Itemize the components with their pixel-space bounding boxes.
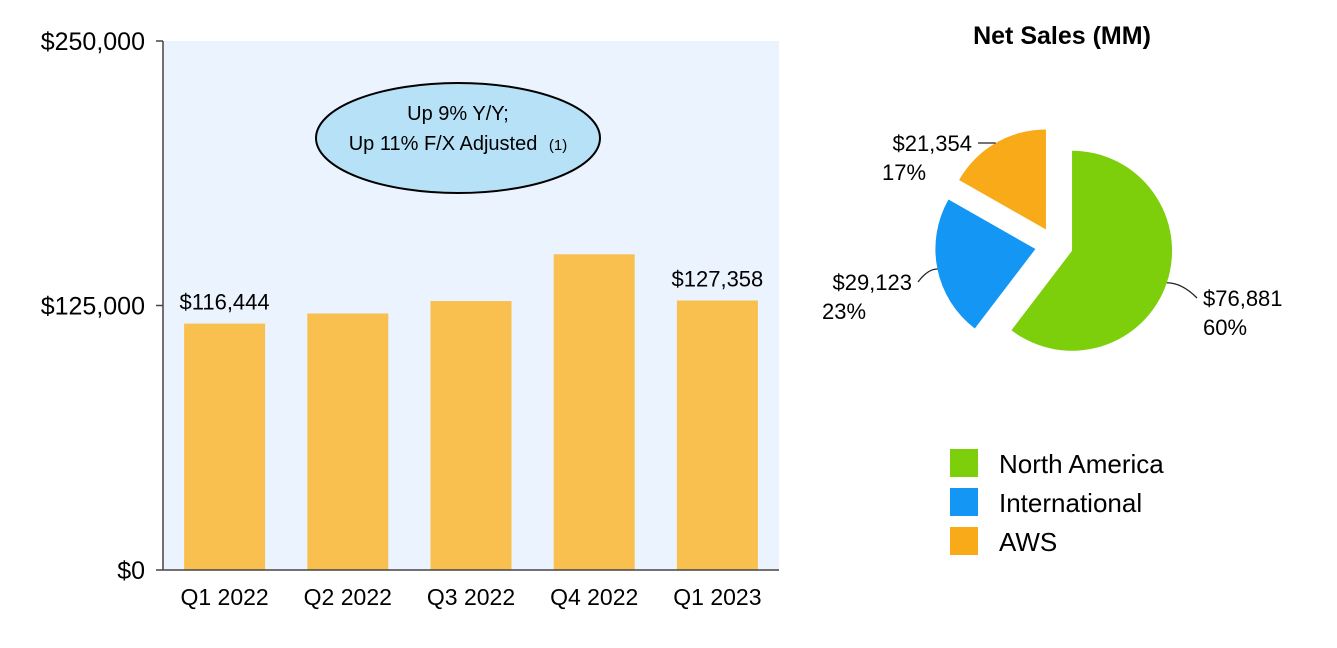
x-tick-label: Q4 2022 bbox=[550, 584, 638, 610]
pie-leader-line bbox=[917, 268, 938, 283]
legend-swatch bbox=[950, 488, 978, 516]
y-tick-label: $125,000 bbox=[41, 293, 145, 321]
pie-leader-line bbox=[1166, 282, 1198, 299]
annotation-line2: Up 11% F/X Adjusted (1) bbox=[349, 133, 568, 155]
legend-swatch bbox=[950, 449, 978, 477]
pie-percent-label: 17% bbox=[882, 160, 926, 185]
pie-percent-label: 60% bbox=[1203, 315, 1247, 340]
pie-slice-north-america bbox=[1011, 150, 1173, 351]
annotation-line1: Up 9% Y/Y; bbox=[407, 103, 509, 125]
x-tick-label: Q2 2022 bbox=[304, 584, 392, 610]
legend-swatch bbox=[950, 527, 978, 555]
bar-q1-2023 bbox=[676, 300, 758, 570]
y-tick-label: $250,000 bbox=[41, 28, 145, 56]
x-tick-label: Q3 2022 bbox=[427, 584, 515, 610]
pie-legend: North America International AWS bbox=[950, 449, 1164, 557]
pie-value-label: $21,354 bbox=[892, 131, 972, 156]
pie-title: Net Sales (MM) bbox=[973, 22, 1151, 50]
x-tick-label: Q1 2022 bbox=[180, 584, 268, 610]
legend-label: North America bbox=[999, 449, 1164, 479]
x-tick-label: Q1 2023 bbox=[673, 584, 761, 610]
bar-data-label: $116,444 bbox=[180, 290, 270, 315]
pie-value-label: $29,123 bbox=[832, 270, 912, 295]
pie-percent-label: 23% bbox=[822, 299, 866, 324]
annotation-bubble bbox=[315, 82, 601, 194]
pie-slice-international bbox=[935, 199, 1036, 329]
bar-q1-2022 bbox=[184, 323, 266, 570]
yoy-annotation: Up 9% Y/Y; Up 11% F/X Adjusted (1) bbox=[315, 82, 601, 194]
pie-value-label: $76,881 bbox=[1203, 286, 1283, 311]
bar-q2-2022 bbox=[307, 313, 389, 570]
legend-label: AWS bbox=[999, 527, 1057, 557]
legend-label: International bbox=[999, 488, 1142, 518]
bar-chart: $0 $125,000 $250,000 Q1 2022 Q2 2022 Q3 2022… bbox=[41, 28, 779, 610]
bar-q3-2022 bbox=[430, 301, 512, 570]
bar-q4-2022 bbox=[553, 254, 635, 570]
bar-data-label: $127,358 bbox=[672, 267, 764, 292]
y-tick-label: $0 bbox=[117, 557, 145, 585]
pie-slice-aws bbox=[959, 129, 1046, 230]
pie-chart: Net Sales (MM) $76,881 60% $29,123 23% $21,3… bbox=[822, 22, 1283, 557]
